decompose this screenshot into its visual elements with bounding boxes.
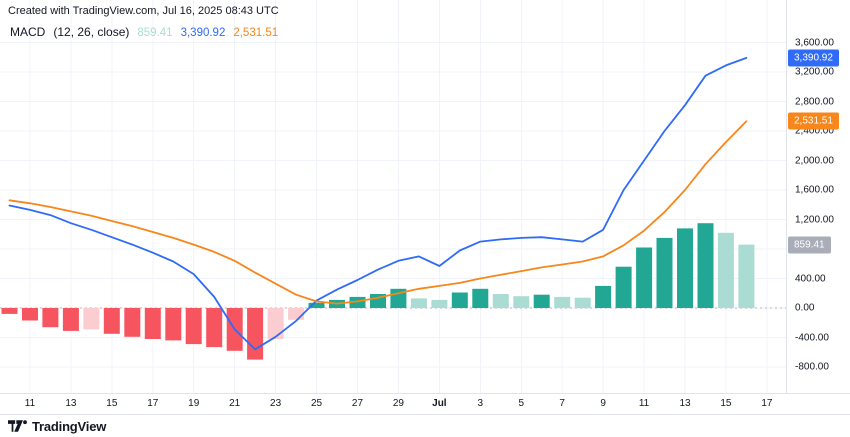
macd-line <box>8 57 748 351</box>
histogram-bar <box>247 308 264 360</box>
x-axis-label: 13 <box>65 398 77 409</box>
indicator-params: (12, 26, close) <box>53 25 130 39</box>
histogram-bar <box>492 294 509 308</box>
price-badge: 859.41 <box>788 236 831 254</box>
histogram-bar <box>42 308 59 328</box>
x-axis-label: 11 <box>24 398 36 409</box>
x-axis-label: 13 <box>679 398 691 409</box>
y-axis-label: -400.00 <box>795 332 829 343</box>
histogram-bar <box>717 232 734 308</box>
indicator-legend[interactable]: MACD (12, 26, close) 859.41 3,390.92 2,5… <box>10 25 278 39</box>
time-scale[interactable]: 11 13 15 17 19 21 23 25 27 29 Jul 3 5 7 9 11 13 15 17 <box>0 393 850 415</box>
y-axis-label: 2,000.00 <box>795 155 834 166</box>
x-axis-label: 11 <box>638 398 650 409</box>
histogram-bar <box>615 266 632 308</box>
y-axis-label: 3,200.00 <box>795 66 834 78</box>
x-axis-label: 19 <box>188 398 200 409</box>
signal-line <box>8 120 748 305</box>
price-badge: 2,531.51 <box>788 112 839 130</box>
histogram-bar <box>144 308 161 339</box>
x-axis-label: 9 <box>600 398 606 409</box>
x-axis-label: 21 <box>229 398 241 409</box>
histogram-bar <box>62 308 79 331</box>
histogram-bar <box>267 308 284 339</box>
histogram-bar <box>349 296 366 308</box>
histogram-bar <box>124 308 141 337</box>
tradingview-mark-icon <box>8 420 27 432</box>
y-axis-label: 0.00 <box>795 302 815 314</box>
y-axis-label: 2,800.00 <box>795 96 834 107</box>
histogram-bar <box>431 299 448 308</box>
histogram-bar <box>574 297 591 308</box>
x-axis-label: 29 <box>392 398 404 409</box>
price-badge: 3,390.92 <box>788 49 839 67</box>
histogram-bar <box>738 244 755 308</box>
brand-text: TradingView <box>32 418 107 434</box>
x-axis-label: 17 <box>761 398 773 409</box>
histogram-bar <box>472 288 489 308</box>
histogram-bar <box>533 294 550 308</box>
x-axis-label: 5 <box>518 398 525 409</box>
histogram-bar <box>22 308 38 321</box>
y-axis-label: -800.00 <box>795 361 829 373</box>
y-axis-label: 1,600.00 <box>795 184 834 196</box>
x-axis-label: 23 <box>270 398 282 409</box>
y-axis-label: 1,200.00 <box>795 214 834 225</box>
y-axis-label: 2,400.00 <box>795 125 834 137</box>
histogram-bar <box>185 308 202 345</box>
x-axis-label: 27 <box>351 398 364 409</box>
x-axis-label: 25 <box>310 398 323 409</box>
tradingview-logo[interactable]: TradingView <box>8 419 106 434</box>
histogram-bar <box>288 308 305 320</box>
histogram-bar <box>83 308 100 330</box>
x-axis-label: 3 <box>477 398 484 409</box>
x-axis-label: 15 <box>106 398 118 409</box>
histogram-bar <box>165 308 182 341</box>
legend-signal-value: 2,531.51 <box>233 27 279 39</box>
x-axis-label: 15 <box>720 398 732 409</box>
x-axis-label: 17 <box>147 398 159 409</box>
footer: TradingView <box>8 417 106 435</box>
histogram-bar <box>103 308 120 334</box>
histogram-bar <box>308 302 325 308</box>
histogram-bar <box>1 308 18 314</box>
histogram-bar <box>513 296 530 308</box>
histogram-bar <box>656 237 673 308</box>
attribution-text[interactable]: Created with TradingView.com, Jul 16, 20… <box>8 5 279 17</box>
histogram-bar <box>636 247 653 308</box>
histogram-bar <box>677 228 693 308</box>
indicator-title: MACD <box>10 25 46 39</box>
x-axis-label: 7 <box>559 398 565 409</box>
histogram-bar <box>595 285 612 308</box>
y-axis-label: 400.00 <box>795 273 826 284</box>
legend-macd-value: 3,390.92 <box>180 27 226 39</box>
histogram-bar <box>410 298 427 308</box>
histogram-bar <box>697 223 714 308</box>
histogram-bar <box>554 296 571 308</box>
histogram-bar <box>451 292 468 308</box>
y-axis-label: 3,600.00 <box>795 37 834 48</box>
histogram-bar <box>206 308 223 348</box>
macd-plot-area[interactable] <box>0 0 786 393</box>
x-axis-label: Jul <box>432 398 447 409</box>
price-scale[interactable]: 3,600.00 3,200.00 2,800.00 2,400.00 2,000.00… <box>786 0 850 394</box>
legend-histogram-value: 859.41 <box>137 27 173 39</box>
